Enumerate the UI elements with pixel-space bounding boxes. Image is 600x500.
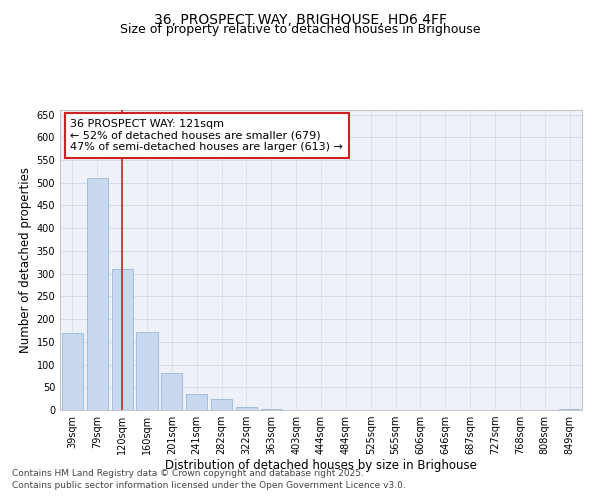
Bar [186,394,207,410]
Text: Contains public sector information licensed under the Open Government Licence v3: Contains public sector information licen… [12,481,406,490]
Bar [211,399,232,410]
Bar [161,372,182,410]
Bar [112,269,133,410]
X-axis label: Distribution of detached houses by size in Brighouse: Distribution of detached houses by size … [165,458,477,471]
Text: 36 PROSPECT WAY: 121sqm
← 52% of detached houses are smaller (679)
47% of semi-d: 36 PROSPECT WAY: 121sqm ← 52% of detache… [70,119,343,152]
Bar [62,332,83,410]
Text: Contains HM Land Registry data © Crown copyright and database right 2025.: Contains HM Land Registry data © Crown c… [12,468,364,477]
Bar [136,332,158,410]
Text: Size of property relative to detached houses in Brighouse: Size of property relative to detached ho… [120,22,480,36]
Y-axis label: Number of detached properties: Number of detached properties [19,167,32,353]
Text: 36, PROSPECT WAY, BRIGHOUSE, HD6 4FF: 36, PROSPECT WAY, BRIGHOUSE, HD6 4FF [154,12,446,26]
Bar [236,407,257,410]
Bar [559,408,580,410]
Bar [87,178,108,410]
Bar [261,408,282,410]
